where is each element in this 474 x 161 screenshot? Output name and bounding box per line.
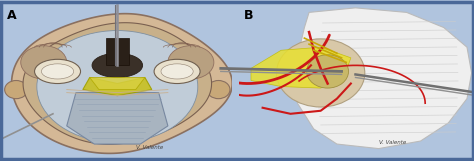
Ellipse shape — [5, 80, 27, 99]
Text: A: A — [7, 9, 17, 22]
Text: B: B — [244, 9, 254, 22]
Ellipse shape — [92, 53, 143, 77]
Ellipse shape — [276, 39, 365, 107]
Ellipse shape — [207, 80, 230, 99]
Text: V. Valente: V. Valente — [136, 145, 163, 150]
Polygon shape — [11, 14, 232, 153]
Polygon shape — [67, 93, 168, 144]
Ellipse shape — [21, 46, 67, 79]
Polygon shape — [83, 77, 152, 96]
Polygon shape — [251, 47, 351, 88]
Text: V. Valente: V. Valente — [379, 140, 406, 145]
Polygon shape — [23, 23, 211, 144]
Ellipse shape — [41, 64, 73, 79]
Ellipse shape — [307, 55, 348, 88]
Ellipse shape — [35, 59, 81, 84]
Polygon shape — [90, 77, 145, 90]
Ellipse shape — [37, 31, 198, 142]
Ellipse shape — [168, 46, 214, 79]
Ellipse shape — [161, 64, 193, 79]
Bar — [106, 38, 129, 65]
Ellipse shape — [154, 59, 200, 84]
Polygon shape — [295, 8, 472, 149]
